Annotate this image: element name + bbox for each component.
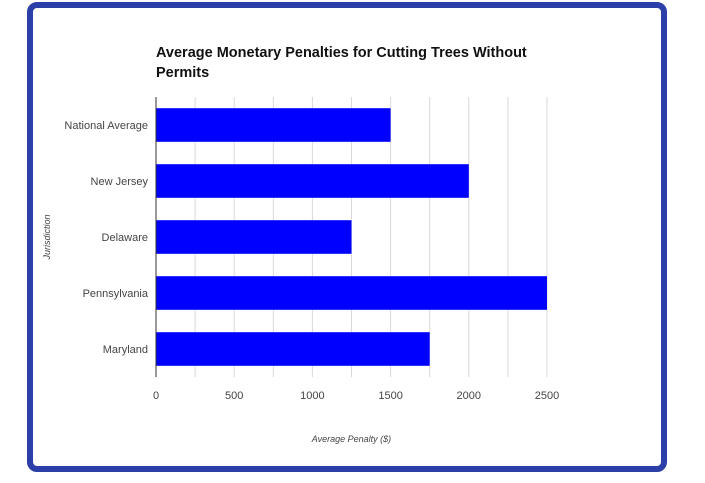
bars xyxy=(156,108,547,366)
bar xyxy=(156,108,391,142)
y-tick-label: Delaware xyxy=(102,232,148,244)
x-tick-label: 0 xyxy=(153,390,159,402)
y-tick-labels: National Average New Jersey Delaware Pennsy… xyxy=(64,120,148,356)
bar xyxy=(156,276,547,310)
x-tick-label: 1000 xyxy=(300,390,324,402)
x-tick-label: 1500 xyxy=(378,390,402,402)
x-axis-title: Average Penalty ($) xyxy=(311,434,391,444)
y-tick-label: National Average xyxy=(64,120,148,132)
chart-title: Average Monetary Penalties for Cutting T… xyxy=(156,45,527,81)
y-tick-label: Pennsylvania xyxy=(83,288,149,300)
x-tick-labels: 0 500 1000 1500 2000 2500 xyxy=(153,390,559,402)
bar xyxy=(156,164,469,198)
bar xyxy=(156,332,430,366)
y-tick-label: New Jersey xyxy=(91,176,149,188)
x-tick-label: 2500 xyxy=(535,390,559,402)
x-tick-label: 2000 xyxy=(457,390,481,402)
x-tick-label: 500 xyxy=(225,390,243,402)
bar xyxy=(156,220,352,254)
y-axis-title: Jurisdiction xyxy=(42,214,52,260)
y-tick-label: Maryland xyxy=(103,344,148,356)
